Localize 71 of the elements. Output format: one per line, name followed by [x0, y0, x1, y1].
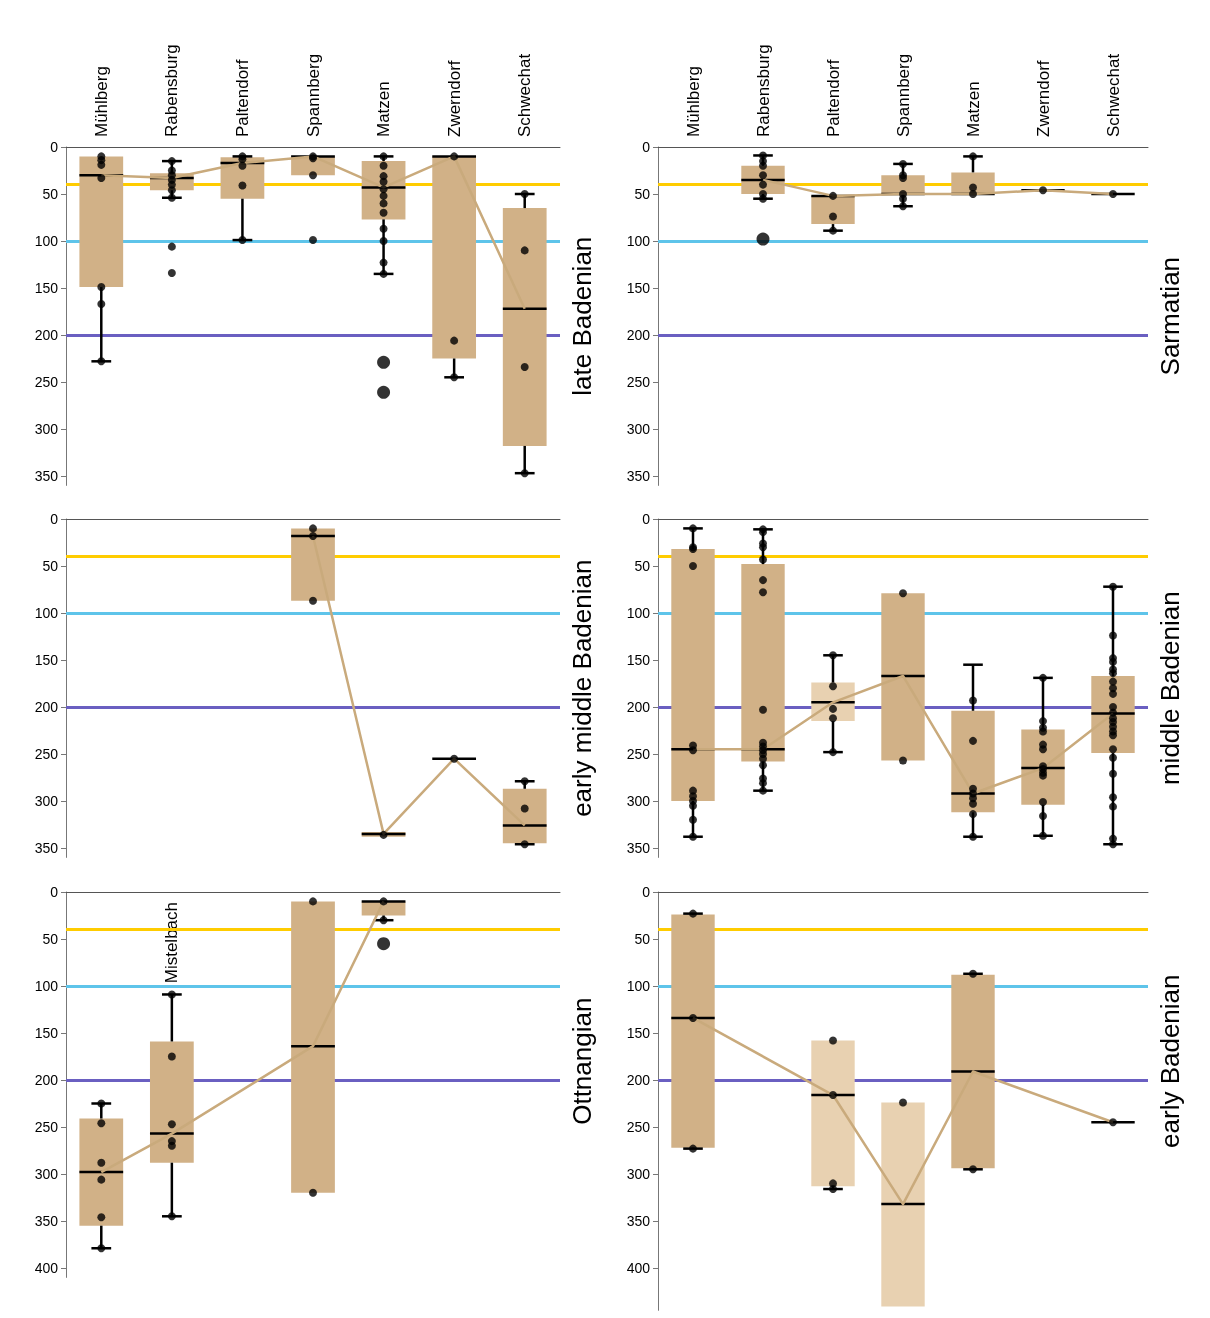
y-tick-label: 300	[626, 793, 651, 809]
y-tick-label: 100	[34, 978, 59, 994]
text: early Badenian	[1155, 974, 1185, 1148]
y-tick-label: 350	[34, 1213, 59, 1229]
x-tick-label: Spannberg	[303, 53, 323, 137]
y-tick-label: 50	[634, 558, 651, 574]
y-tick-label: 100	[626, 605, 651, 621]
x-tick-label: Rabensburg	[753, 44, 773, 137]
y-tick-label: 0	[50, 139, 59, 155]
y-tick-label: 0	[642, 511, 651, 527]
y-tick-label: 250	[34, 746, 59, 762]
y-tick-label: 100	[626, 233, 651, 249]
text: late Badenian	[567, 236, 597, 396]
text: Sarmatian	[1155, 256, 1185, 376]
text: early middle Badenian	[567, 559, 597, 817]
y-tick-label: 50	[42, 931, 59, 947]
y-tick-label: 0	[50, 884, 59, 900]
y-tick-label: 250	[626, 374, 651, 390]
x-tick-label: Mühlberg	[91, 66, 111, 137]
y-tick-label: 50	[42, 558, 59, 574]
y-tick-label: 300	[34, 793, 59, 809]
y-tick-label: 200	[626, 1072, 651, 1088]
x-tick-label: Schwechat	[1103, 53, 1123, 137]
y-tick-label: 200	[626, 699, 651, 715]
y-tick-label: 0	[642, 884, 651, 900]
text: Ottnangian	[567, 997, 597, 1125]
y-tick-label: 200	[34, 327, 59, 343]
y-tick-label: 50	[42, 186, 59, 202]
y-tick-label: 100	[34, 605, 59, 621]
text: middle Badenian	[1155, 591, 1185, 786]
x-tick-label: Schwechat	[515, 53, 535, 137]
y-tick-label: 50	[634, 186, 651, 202]
x-tick-label: Zwerndorf	[444, 60, 464, 137]
y-tick-label: 300	[34, 421, 59, 437]
y-tick-label: 350	[626, 840, 651, 856]
y-tick-label: 350	[626, 1213, 651, 1229]
y-tick-label: 150	[626, 280, 651, 296]
x-tick-label: Paltendorf	[232, 59, 252, 137]
y-tick-label: 200	[34, 1072, 59, 1088]
y-tick-label: 100	[34, 233, 59, 249]
x-tick-label: Matzen	[374, 81, 394, 137]
y-tick-label: 200	[626, 327, 651, 343]
y-tick-label: 300	[626, 421, 651, 437]
y-tick-label: 400	[34, 1260, 59, 1276]
y-tick-label: 50	[634, 931, 651, 947]
x-tick-label: Zwerndorf	[1033, 60, 1053, 137]
y-tick-label: 300	[626, 1166, 651, 1182]
y-tick-label: 100	[626, 978, 651, 994]
y-tick-label: 250	[626, 746, 651, 762]
x-tick-label: Spannberg	[893, 53, 913, 137]
y-tick-label: 250	[34, 374, 59, 390]
y-tick-label: 350	[34, 840, 59, 856]
y-tick-label: 400	[626, 1260, 651, 1276]
y-tick-label: 150	[626, 1025, 651, 1041]
x-tick-label: Mistelbach	[162, 902, 182, 984]
y-tick-label: 0	[642, 139, 651, 155]
y-tick-label: 350	[626, 468, 651, 484]
y-tick-label: 300	[34, 1166, 59, 1182]
x-tick-label: Mühlberg	[683, 66, 703, 137]
y-tick-label: 0	[50, 511, 59, 527]
x-tick-label: Rabensburg	[162, 44, 182, 137]
y-tick-label: 150	[34, 280, 59, 296]
y-tick-label: 350	[34, 468, 59, 484]
y-tick-label: 150	[34, 1025, 59, 1041]
y-tick-label: 150	[626, 652, 651, 668]
y-tick-label: 250	[34, 1119, 59, 1135]
x-tick-label: Matzen	[963, 81, 983, 137]
y-tick-label: 200	[34, 699, 59, 715]
y-tick-label: 150	[34, 652, 59, 668]
x-tick-label: Paltendorf	[823, 59, 843, 137]
y-tick-label: 250	[626, 1119, 651, 1135]
